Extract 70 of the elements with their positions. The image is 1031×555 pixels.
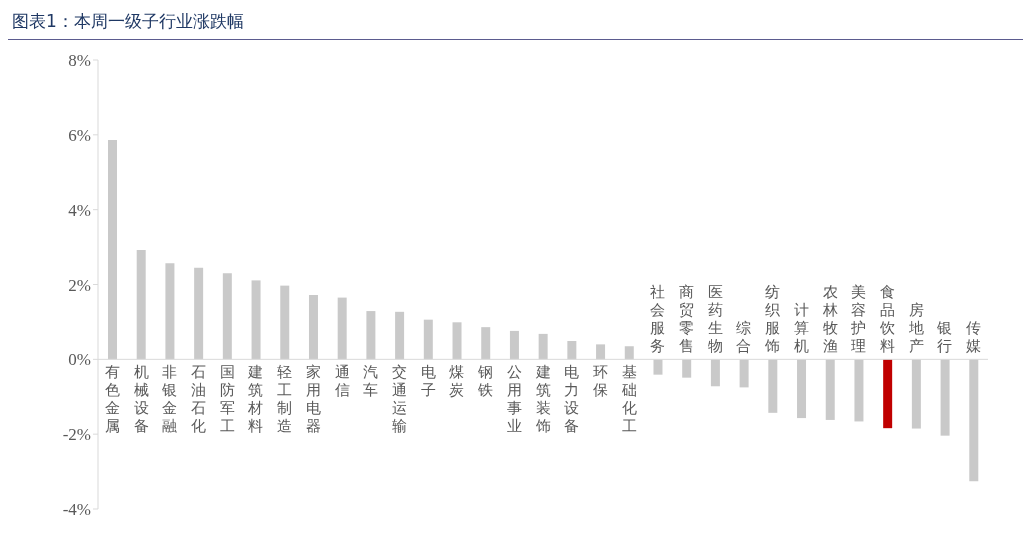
bar xyxy=(423,319,433,360)
x-tick-label: 纺织服饰 xyxy=(764,283,781,356)
bar xyxy=(797,359,807,419)
x-tick-label: 公用事业 xyxy=(506,363,522,436)
x-tick-label: 有色金属 xyxy=(104,363,120,436)
y-tick-label: -4% xyxy=(62,500,91,520)
x-tick-label: 电力设备 xyxy=(564,363,580,436)
x-tick-label: 美容护理 xyxy=(850,283,867,356)
x-tick-label: 传媒 xyxy=(966,319,982,356)
bar xyxy=(854,359,864,422)
bar xyxy=(194,267,204,360)
bar xyxy=(251,280,261,360)
x-tick-label: 医药生物 xyxy=(707,283,723,356)
bar xyxy=(222,273,232,360)
x-tick-label: 通信 xyxy=(334,363,350,400)
bar xyxy=(337,297,347,360)
x-tick-label: 基础化工 xyxy=(620,363,637,436)
x-tick-label: 非银金融 xyxy=(161,363,178,436)
bar xyxy=(509,330,519,360)
x-tick-label: 家用电器 xyxy=(305,363,321,436)
x-tick-label: 建筑装饰 xyxy=(534,363,551,436)
bar xyxy=(136,250,146,360)
bar xyxy=(911,359,921,429)
x-tick-label: 轻工制造 xyxy=(277,363,293,436)
x-tick-label: 食品饮料 xyxy=(879,283,896,356)
bar xyxy=(280,285,290,360)
x-tick-label: 汽车 xyxy=(363,363,379,400)
x-tick-label: 电子 xyxy=(420,363,436,400)
y-tick-label: -2% xyxy=(62,425,91,445)
bar xyxy=(567,341,577,360)
y-tick-label: 4% xyxy=(68,200,91,220)
bar xyxy=(682,359,692,378)
x-tick-label: 房地产 xyxy=(907,301,924,356)
x-tick-label: 建筑材料 xyxy=(247,363,264,436)
bar xyxy=(710,359,720,387)
y-tick-label: 8% xyxy=(68,51,91,71)
x-tick-label: 社会服务 xyxy=(650,283,666,356)
y-tick-label: 0% xyxy=(68,350,91,370)
x-tick-label: 机械设备 xyxy=(133,363,149,436)
bar xyxy=(739,359,749,388)
x-tick-label: 计算机 xyxy=(793,301,809,356)
bar xyxy=(883,359,893,429)
x-tick-label: 煤炭 xyxy=(449,363,465,400)
chart-title: 图表1：本周一级子行业涨跌幅 xyxy=(11,10,245,33)
bar xyxy=(825,359,835,420)
bar xyxy=(165,263,175,360)
x-tick-label: 环保 xyxy=(592,363,608,400)
bar xyxy=(452,322,462,360)
x-tick-label: 钢铁 xyxy=(477,363,494,400)
x-tick-label: 农林牧渔 xyxy=(821,283,838,356)
bar xyxy=(624,346,634,360)
bar xyxy=(653,359,663,375)
bar xyxy=(366,311,376,360)
bar xyxy=(768,359,778,413)
bar xyxy=(969,359,979,482)
x-tick-label: 石油石化 xyxy=(190,363,206,436)
x-tick-label: 综合 xyxy=(736,319,752,356)
x-tick-label: 银行 xyxy=(936,319,953,356)
x-tick-label: 国防军工 xyxy=(219,363,235,436)
bar xyxy=(395,311,405,360)
x-tick-label: 交通运输 xyxy=(391,363,407,436)
y-tick-label: 6% xyxy=(68,125,91,145)
bar xyxy=(481,327,491,360)
bar xyxy=(308,294,318,360)
bar xyxy=(596,344,606,360)
bar xyxy=(538,333,548,360)
y-tick-label: 2% xyxy=(68,275,91,295)
bar xyxy=(108,140,117,360)
bar xyxy=(940,359,950,436)
x-tick-label: 商贸零售 xyxy=(679,283,695,356)
